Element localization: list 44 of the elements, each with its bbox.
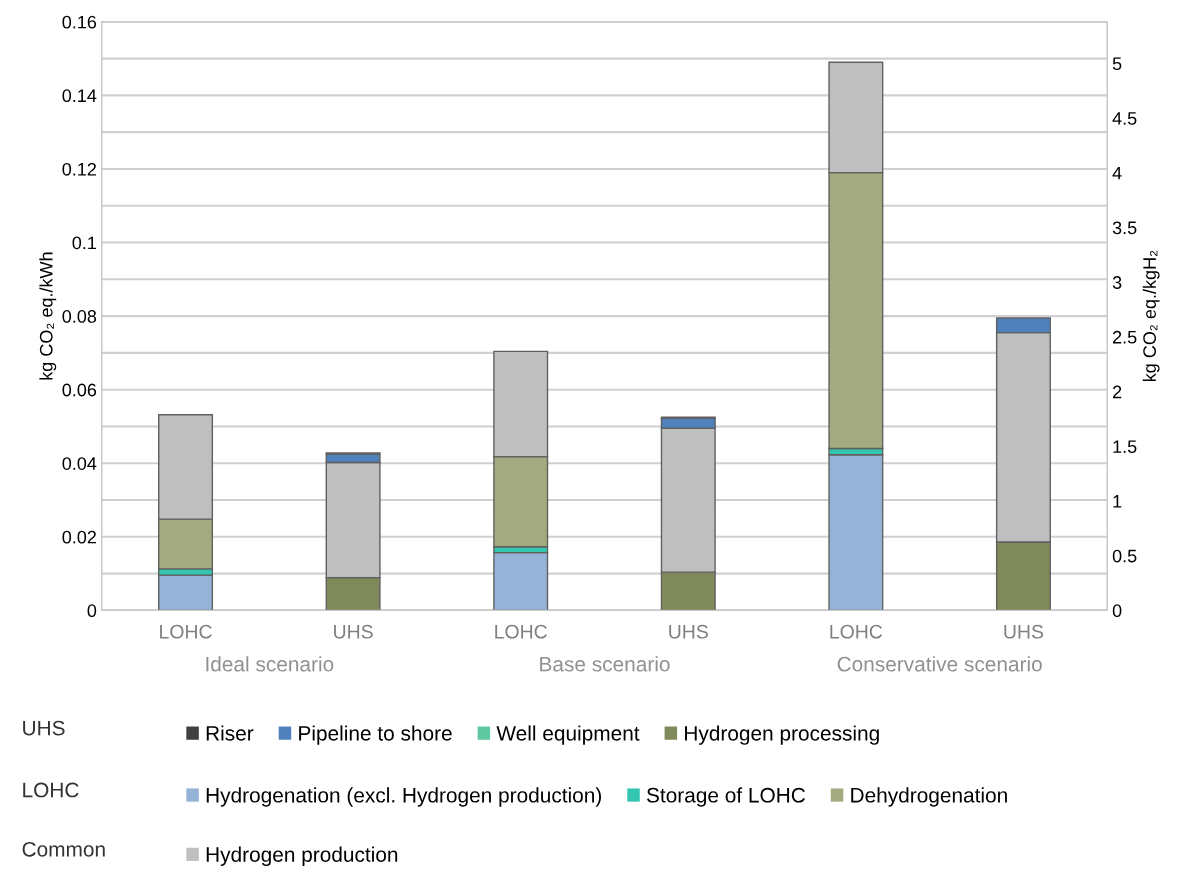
y2-axis-title: kg CO₂ eq./kgH₂ (1142, 250, 1160, 382)
y2-tick-label: 2 (1112, 385, 1122, 399)
y-tick-label: 0.06 (62, 383, 97, 397)
legend-label: Hydrogen production (206, 846, 398, 867)
y-tick-label: 0.12 (62, 162, 96, 176)
y-tick-label: 0.08 (62, 310, 97, 323)
x-tick-label: UHS (669, 624, 708, 639)
y2-tick-label: 0.5 (1112, 549, 1137, 563)
text: Common (22, 841, 105, 857)
x-tick-label: LOHC (160, 624, 212, 639)
y-tick-label: 0.14 (62, 89, 97, 103)
x-tick-label: LOHC (495, 624, 547, 639)
legend-label: Hydrogenation (excl. Hydrogen production) (206, 787, 601, 807)
text: Conservative scenario (837, 656, 1042, 672)
bar (158, 574, 214, 611)
y2-tick-label: 3 (1112, 276, 1122, 289)
text: LOHC (23, 782, 79, 798)
y2-tick-label: 4 (1112, 166, 1122, 180)
legend-label: Pipeline to shore (299, 725, 452, 745)
y-tick-label: 0 (87, 604, 97, 618)
x-tick-label: LOHC (830, 624, 883, 639)
y-tick-label: 0.04 (62, 457, 97, 470)
y2-tick-label: 5 (1112, 57, 1122, 71)
y2-tick-label: 3.5 (1112, 221, 1137, 235)
legend-label: Riser (206, 725, 254, 741)
legend-label: Hydrogen processing (685, 725, 879, 745)
text: Base scenario (540, 656, 670, 672)
y2-tick-label: 0 (1112, 604, 1122, 618)
legend-label: Dehydrogenation (851, 787, 1007, 807)
y2-tick-label: 1.5 (1113, 440, 1137, 454)
y2-tick-label: 1 (1113, 495, 1122, 508)
legend-label: Well equipment (496, 725, 640, 745)
bar (493, 551, 549, 611)
y2-tick-label: 4.5 (1112, 112, 1137, 125)
y-tick-label: 0.1 (72, 236, 97, 250)
y-axis-title: kg CO₂ eq./kWh (39, 252, 57, 380)
x-tick-label: UHS (334, 624, 373, 639)
legend-label: Storage of LOHC (646, 787, 806, 807)
y-tick-label: 0.16 (62, 15, 97, 29)
text: Ideal scenario (206, 656, 334, 672)
text: UHS (23, 720, 65, 736)
x-tick-label: UHS (1004, 624, 1044, 639)
y-tick-label: 0.02 (62, 530, 96, 544)
y2-tick-label: 2.5 (1112, 330, 1137, 344)
